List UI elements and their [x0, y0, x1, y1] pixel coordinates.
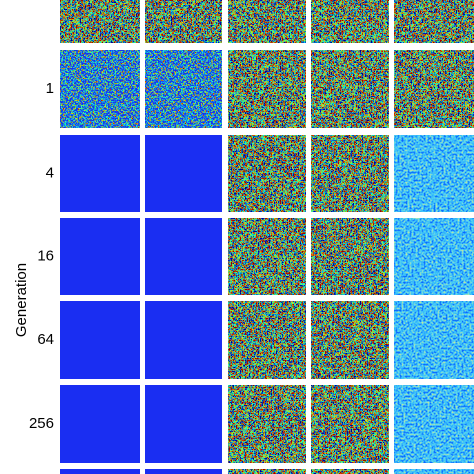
image-cell — [60, 135, 140, 212]
image-cell — [60, 50, 140, 128]
image-cell — [228, 0, 306, 43]
image-cell — [311, 469, 389, 474]
row-label: 16 — [37, 247, 54, 264]
image-cell — [60, 0, 140, 43]
image-cell — [311, 301, 389, 379]
image-cell — [60, 385, 140, 463]
row-label: 64 — [37, 331, 54, 348]
y-axis-label: Generation — [13, 263, 30, 337]
image-cell — [311, 218, 389, 295]
image-cell — [394, 385, 474, 463]
image-cell — [394, 301, 474, 379]
image-cell — [145, 218, 222, 295]
row-labels: 1 4 16 64 256 — [29, 80, 54, 432]
image-cell — [145, 469, 222, 474]
image-cell — [60, 469, 140, 474]
image-cell — [311, 135, 389, 212]
image-cell — [394, 0, 474, 43]
image-cell — [228, 301, 306, 379]
row-label: 1 — [46, 80, 54, 97]
image-cell — [394, 50, 474, 128]
image-cell — [60, 218, 140, 295]
image-cell — [311, 385, 389, 463]
row-label: 4 — [46, 164, 54, 181]
image-cell — [60, 301, 140, 379]
image-cell — [145, 135, 222, 212]
image-cell — [228, 50, 306, 128]
image-cell — [145, 385, 222, 463]
image-cell — [311, 0, 389, 43]
row-label: 256 — [29, 415, 54, 432]
image-cell — [228, 135, 306, 212]
image-cell — [145, 301, 222, 379]
image-cell — [228, 469, 306, 474]
image-cell — [228, 218, 306, 295]
image-cell — [228, 385, 306, 463]
image-cell — [394, 218, 474, 295]
image-cell — [394, 469, 474, 474]
image-grid — [60, 0, 474, 474]
image-cell — [311, 50, 389, 128]
image-cell — [145, 50, 222, 128]
image-cell — [394, 135, 474, 212]
image-cell — [145, 0, 222, 43]
